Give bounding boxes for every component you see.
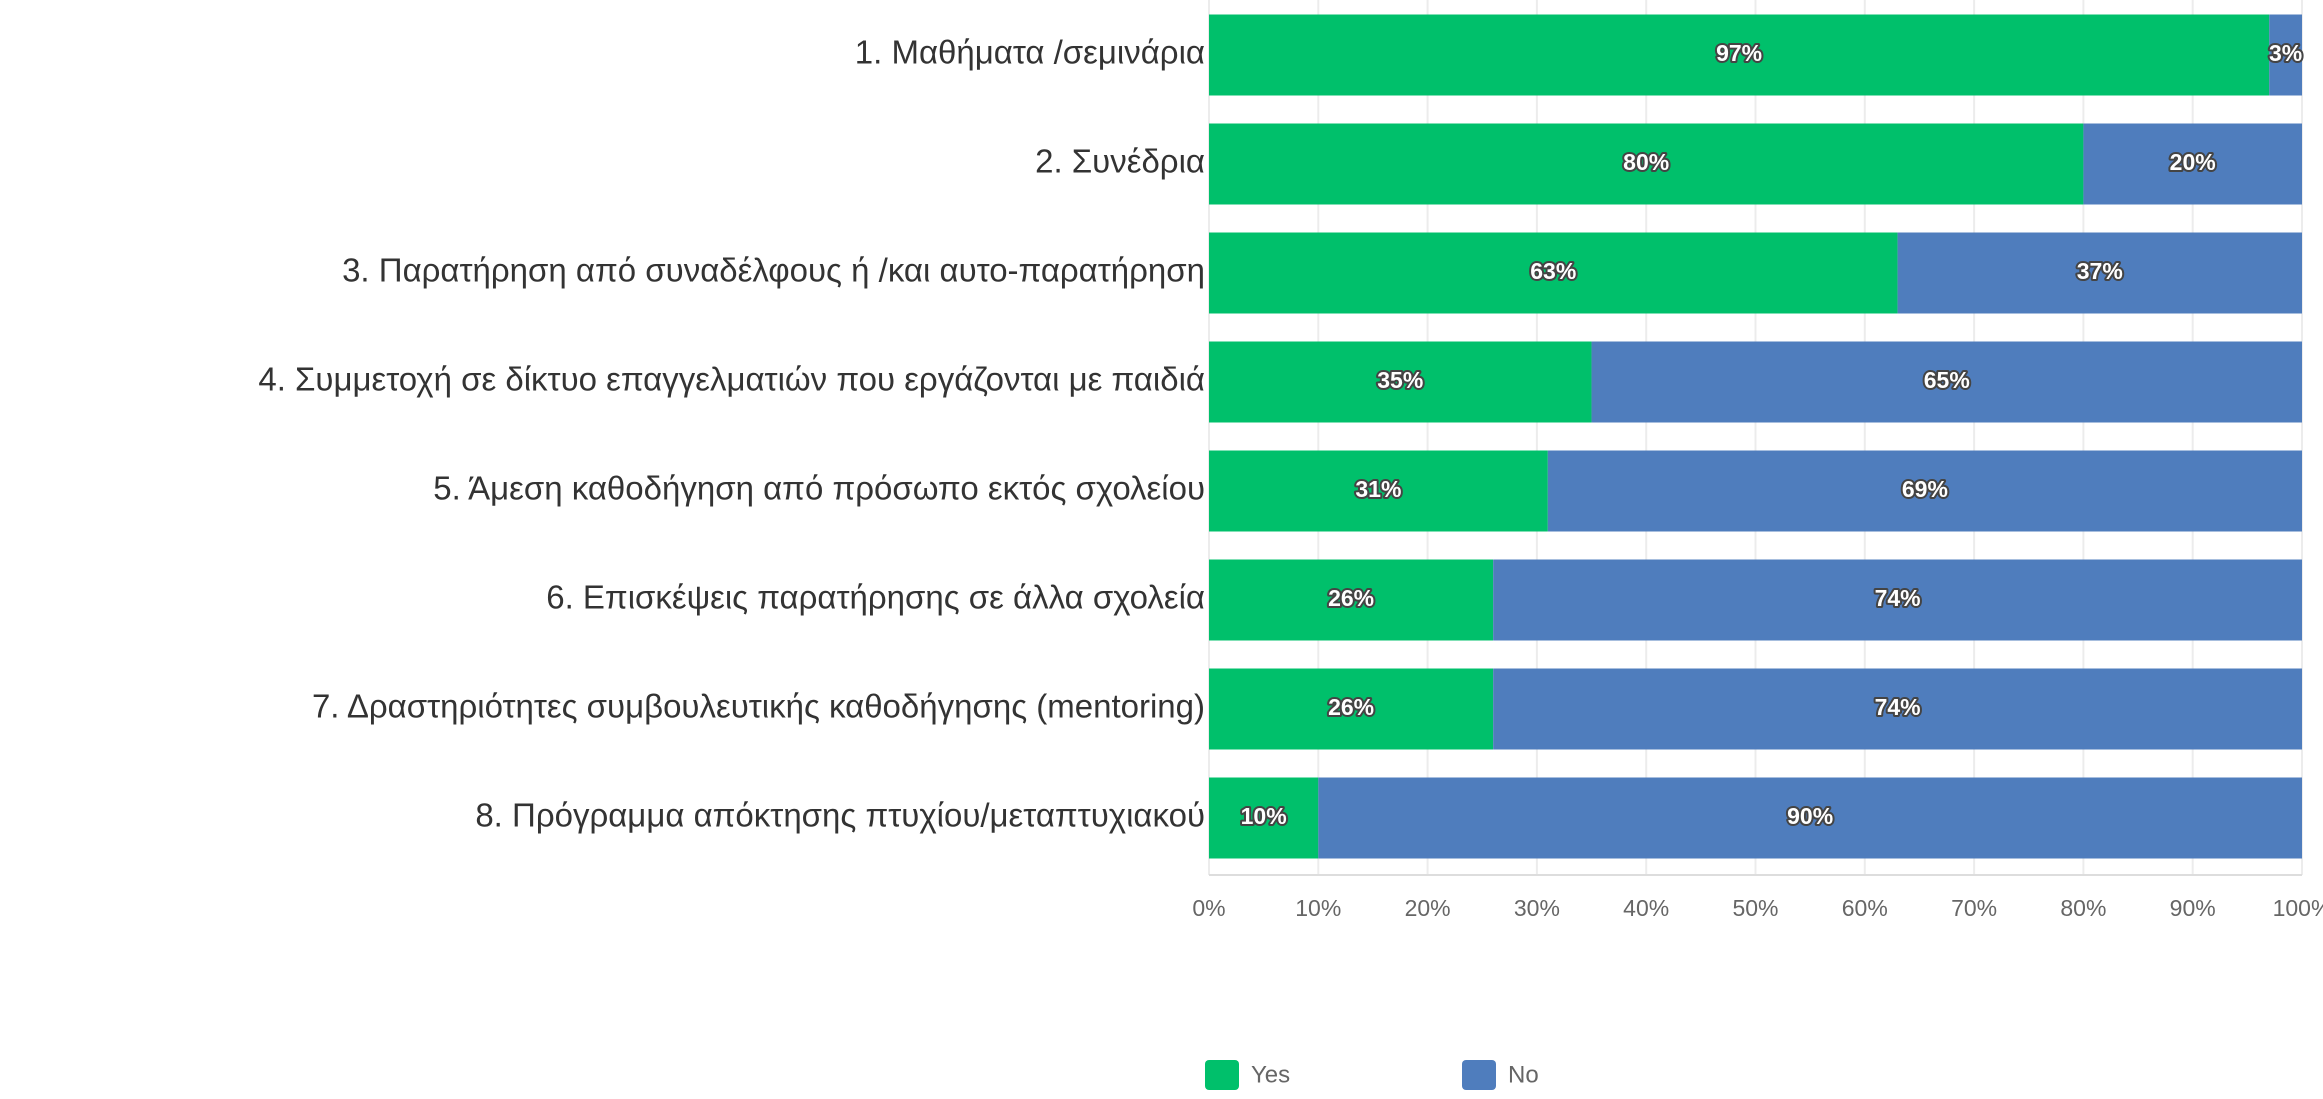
bar-segment [2083, 123, 2302, 205]
data-label: 65% [1924, 367, 1970, 393]
bar-segment [1209, 559, 1494, 641]
bar-segment [1209, 232, 1898, 314]
x-tick-label: 10% [1295, 895, 1341, 921]
data-label: 97% [1716, 40, 1762, 66]
data-label: 35% [1377, 367, 1423, 393]
x-tick-label: 20% [1405, 895, 1451, 921]
bar-segment [2269, 14, 2302, 96]
data-label: 10% [1241, 803, 1287, 829]
bar-segment [1209, 668, 1494, 750]
category-label: 6. Επισκέψεις παρατήρησης σε άλλα σχολεί… [546, 579, 1205, 616]
data-label: 69% [1902, 476, 1948, 502]
data-label: 90% [1787, 803, 1833, 829]
category-label: 4. Συμμετοχή σε δίκτυο επαγγελματιών που… [258, 361, 1205, 398]
x-tick-label: 80% [2060, 895, 2106, 921]
legend-label: No [1508, 1061, 1539, 1088]
bar-segment [1591, 341, 2302, 423]
data-label: 26% [1328, 585, 1374, 611]
legend-swatch [1462, 1060, 1496, 1090]
bar-segment [1547, 450, 2302, 532]
data-label: 26% [1328, 694, 1374, 720]
data-label: 63% [1530, 258, 1576, 284]
bar-segment [1209, 14, 2270, 96]
bar-segment [1897, 232, 2302, 314]
bar-segment [1209, 777, 1319, 859]
bar-segment [1493, 668, 2302, 750]
x-tick-label: 50% [1732, 895, 1778, 921]
category-label: 3. Παρατήρηση από συναδέλφους ή /και αυτ… [342, 252, 1205, 289]
x-tick-label: 70% [1951, 895, 1997, 921]
x-tick-label: 60% [1842, 895, 1888, 921]
data-label: 3% [2269, 40, 2302, 66]
bar-segment [1209, 123, 2084, 205]
category-label: 5. Άμεση καθοδήγηση από πρόσωπο εκτός σχ… [433, 470, 1205, 507]
legend-label: Yes [1251, 1061, 1290, 1088]
data-label: 74% [1875, 585, 1921, 611]
x-tick-label: 0% [1192, 895, 1225, 921]
data-label: 20% [2170, 149, 2216, 175]
bar-segment [1318, 777, 2302, 859]
x-tick-label: 100% [2273, 895, 2323, 921]
category-label: 7. Δραστηριότητες συμβουλευτικής καθοδήγ… [312, 688, 1205, 725]
data-label: 37% [2077, 258, 2123, 284]
data-label: 31% [1355, 476, 1401, 502]
category-label: 2. Συνέδρια [1035, 143, 1205, 180]
bar-segment [1209, 341, 1592, 423]
bar-segment [1209, 450, 1548, 532]
bar-segment [1493, 559, 2302, 641]
legend-swatch [1205, 1060, 1239, 1090]
data-label: 74% [1875, 694, 1921, 720]
x-tick-label: 40% [1623, 895, 1669, 921]
data-label: 80% [1623, 149, 1669, 175]
category-label: 8. Πρόγραμμα απόκτησης πτυχίου/μεταπτυχι… [475, 797, 1205, 834]
x-tick-label: 90% [2170, 895, 2216, 921]
category-label: 1. Μαθήματα /σεμινάρια [855, 34, 1205, 71]
x-tick-label: 30% [1514, 895, 1560, 921]
